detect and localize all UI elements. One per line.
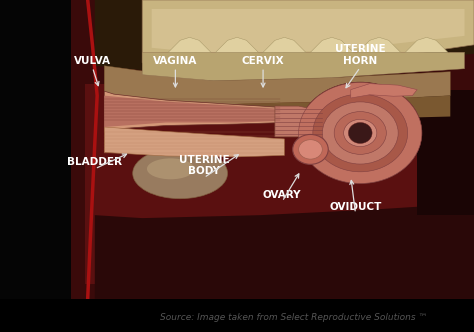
Polygon shape: [95, 0, 474, 75]
Ellipse shape: [344, 120, 377, 146]
Ellipse shape: [133, 148, 228, 199]
Ellipse shape: [322, 102, 398, 164]
Polygon shape: [351, 84, 417, 98]
Polygon shape: [152, 9, 465, 54]
Text: OVIDUCT: OVIDUCT: [329, 202, 382, 212]
Text: UTERINE
HORN: UTERINE HORN: [335, 44, 385, 66]
Ellipse shape: [313, 94, 408, 172]
Ellipse shape: [299, 82, 422, 184]
Polygon shape: [104, 91, 284, 131]
Ellipse shape: [299, 82, 422, 184]
Text: CERVIX: CERVIX: [242, 56, 284, 66]
Text: BLADDER: BLADDER: [67, 157, 122, 167]
Text: OVARY: OVARY: [263, 190, 301, 200]
Polygon shape: [263, 38, 306, 52]
Text: UTERINE
BODY: UTERINE BODY: [179, 155, 229, 176]
Polygon shape: [275, 106, 322, 137]
Polygon shape: [216, 38, 258, 52]
Polygon shape: [104, 66, 450, 105]
Polygon shape: [358, 38, 401, 52]
Polygon shape: [142, 0, 474, 72]
Polygon shape: [104, 127, 284, 157]
Polygon shape: [104, 96, 280, 127]
Text: VAGINA: VAGINA: [153, 56, 198, 66]
Ellipse shape: [299, 140, 322, 159]
Ellipse shape: [293, 134, 328, 164]
Polygon shape: [310, 38, 353, 52]
Polygon shape: [85, 84, 450, 284]
Ellipse shape: [334, 112, 386, 154]
Text: VULVA: VULVA: [74, 56, 111, 66]
Polygon shape: [417, 90, 474, 215]
Polygon shape: [168, 38, 211, 52]
Polygon shape: [0, 0, 95, 299]
Polygon shape: [142, 52, 465, 81]
Polygon shape: [104, 96, 450, 120]
Ellipse shape: [348, 123, 372, 143]
Polygon shape: [405, 38, 448, 52]
Text: Source: Image taken from Select Reproductive Solutions ™: Source: Image taken from Select Reproduc…: [160, 312, 428, 322]
Polygon shape: [313, 103, 379, 134]
Ellipse shape: [147, 158, 194, 179]
Polygon shape: [71, 0, 474, 299]
Polygon shape: [95, 203, 474, 299]
